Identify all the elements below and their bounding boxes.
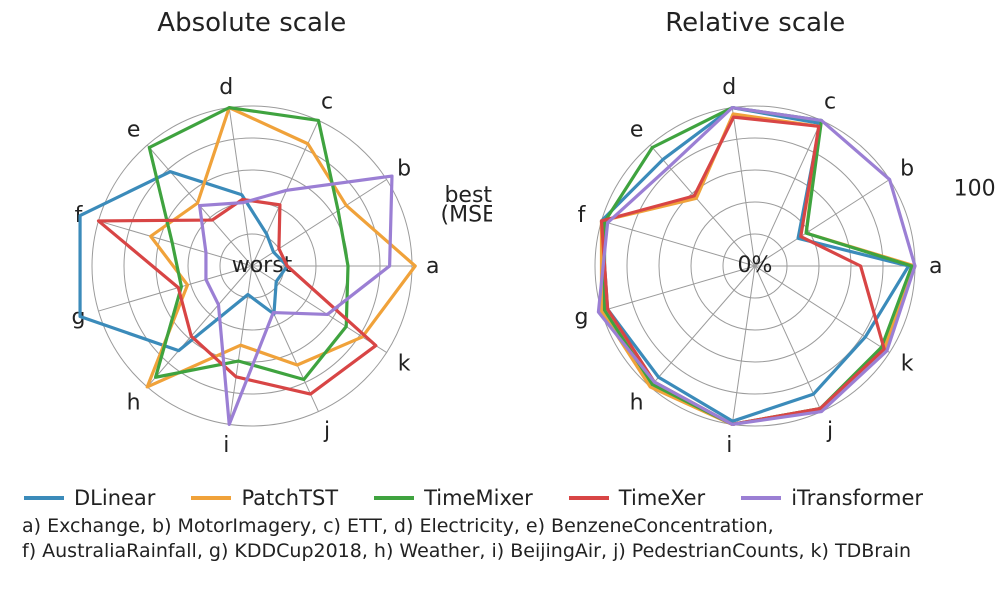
figure-container: { "figure": { "width_px": 1007, "height_… [0, 0, 1007, 599]
radar-axis-label-b: b [397, 156, 411, 181]
radar-axis-label-j: j [826, 418, 833, 443]
radar-grid-spoke [732, 108, 755, 266]
legend-swatch [191, 496, 231, 500]
caption-line-2: f) AustraliaRainfall, g) KDDCup2018, h) … [22, 539, 1001, 564]
legend-swatch [741, 496, 781, 500]
panel-absolute-title: Absolute scale [157, 8, 346, 38]
radar-axis-label-k: k [397, 352, 410, 377]
radar-axis-label-j: j [323, 418, 330, 443]
radar-axis-label-b: b [900, 156, 914, 181]
legend-label: iTransformer [791, 486, 923, 510]
panel-relative-title: Relative scale [665, 8, 845, 38]
radar-axis-label-k: k [901, 352, 914, 377]
legend-label: DLinear [74, 486, 155, 510]
caption: a) Exchange, b) MotorImagery, c) ETT, d)… [0, 512, 1007, 571]
radar-axis-label-g: g [575, 305, 589, 330]
radar-axis-label-h: h [126, 391, 140, 416]
legend: DLinear PatchTST TimeMixer TimeXer iTransfor… [0, 480, 1007, 512]
radar-axis-label-c: c [824, 90, 836, 115]
radar-series-itransformer [199, 176, 391, 424]
radar-series-timexer [98, 199, 375, 394]
caption-line-1: a) Exchange, b) MotorImagery, c) ETT, d)… [22, 514, 1001, 539]
radar-extra-label-0: 100% [954, 177, 995, 202]
radar-axis-label-d: d [723, 75, 737, 100]
legend-swatch [569, 496, 609, 500]
panel-absolute: Absolute scale abcdefghijkworstbest(MSE) [12, 8, 492, 480]
radar-absolute: abcdefghijkworstbest(MSE) [12, 40, 492, 480]
radar-axis-label-f: f [578, 203, 587, 228]
legend-item-timexer: TimeXer [569, 486, 705, 510]
radar-axis-label-i: i [726, 433, 732, 458]
radar-axis-label-d: d [219, 75, 233, 100]
legend-item-patchtst: PatchTST [191, 486, 338, 510]
legend-swatch [374, 496, 414, 500]
legend-item-timemixer: TimeMixer [374, 486, 533, 510]
legend-label: TimeMixer [424, 486, 533, 510]
legend-item-dlinear: DLinear [24, 486, 155, 510]
legend-item-itransformer: iTransformer [741, 486, 923, 510]
legend-swatch [24, 496, 64, 500]
radar-relative: a b c d e f g h i j k 0% 100% [515, 40, 995, 480]
radar-grid-spoke [229, 108, 252, 266]
legend-label: PatchTST [241, 486, 338, 510]
radar-axis-label-i: i [223, 433, 229, 458]
radar-axis-label-a: a [929, 254, 942, 279]
radar-axis-label-e: e [630, 117, 644, 142]
radar-grid-spoke [650, 266, 755, 387]
panel-relative: Relative scale a b c d e f g h i j k 0% 100% [515, 8, 995, 480]
radar-grid-spoke [732, 266, 755, 424]
radar-center-label: 0% [738, 253, 773, 278]
radar-axis-label-e: e [127, 117, 141, 142]
radar-axis-label-a: a [426, 254, 439, 279]
legend-label: TimeXer [619, 486, 705, 510]
radar-axis-label-c: c [321, 90, 333, 115]
radar-axis-label-h: h [630, 391, 644, 416]
charts-row: Absolute scale abcdefghijkworstbest(MSE)… [0, 0, 1007, 480]
radar-extra-label-1: (MSE) [440, 202, 491, 227]
